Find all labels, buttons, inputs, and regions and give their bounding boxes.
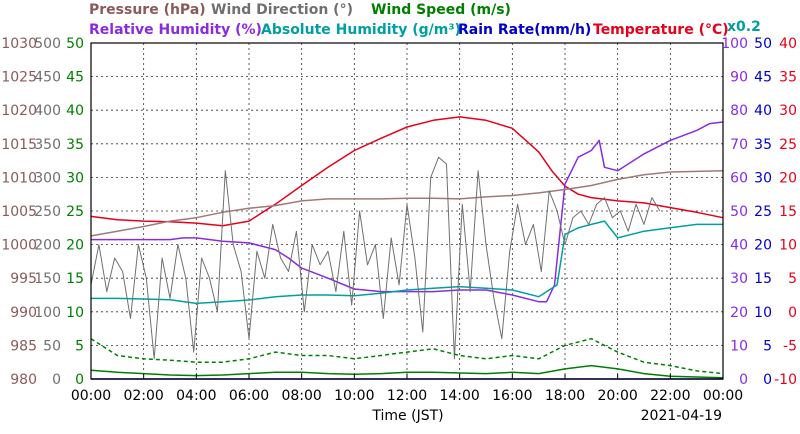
x-tick-label: 10:00: [334, 388, 374, 404]
y-tick-label-temperature: 5: [788, 271, 797, 287]
y-tick-label-wind-speed: 50: [66, 36, 84, 52]
y-tick-label-pressure: 980: [10, 372, 37, 388]
y-tick-label-relative-humidity: 30: [730, 271, 748, 287]
x-tick-label: 20:00: [597, 388, 637, 404]
title-relative-humidity: Relative Humidity (%): [89, 22, 262, 38]
y-tick-label-temperature: 35: [779, 70, 797, 86]
y-tick-label-pressure: 995: [10, 271, 37, 287]
y-tick-label-relative-humidity: 20: [730, 305, 748, 321]
y-tick-label-relative-humidity: 100: [721, 36, 748, 52]
series-relative-humidity: [91, 121, 724, 303]
abs-humidity-scale-note: x0.2: [727, 19, 761, 35]
y-tick-label-relative-humidity: 0: [739, 372, 748, 388]
y-tick-label-relative-humidity: 40: [730, 238, 748, 254]
x-tick-label: 08:00: [281, 388, 321, 404]
x-tick-label: 16:00: [492, 388, 532, 404]
y-tick-label-wind-speed: 40: [66, 103, 84, 119]
x-tick-label: 18:00: [545, 388, 585, 404]
y-tick-label-wind-speed: 35: [66, 137, 84, 153]
y-tick-label-temperature: 20: [779, 170, 797, 186]
y-tick-label-temperature: 10: [779, 238, 797, 254]
x-axis-label: Time (JST): [371, 408, 443, 424]
series-absolute-humidity: [91, 220, 723, 305]
y-tick-label-wind-speed: 15: [66, 271, 84, 287]
x-tick-label: 00:00: [703, 388, 743, 404]
y-tick-label-wind-direction: 200: [34, 238, 61, 254]
y-tick-label-wind-speed: 20: [66, 238, 84, 254]
y-tick-label-wind-speed: 0: [75, 372, 84, 388]
title-rain-rate: Rain Rate(mm/h): [458, 22, 591, 38]
x-tick-label: 14:00: [439, 388, 479, 404]
grid: [91, 43, 723, 379]
y-tick-label-wind-direction: 150: [34, 271, 61, 287]
y-tick-label-wind-speed: 25: [66, 204, 84, 220]
y-tick-label-wind-direction: 250: [34, 204, 61, 220]
y-tick-label-wind-direction: 0: [52, 372, 61, 388]
y-tick-label-rain-rate: 15: [754, 271, 772, 287]
title-absolute-humidity: Absolute Humidity (g/m³): [261, 22, 461, 38]
y-tick-label-pressure: 1000: [1, 238, 37, 254]
y-tick-label-wind-speed: 30: [66, 170, 84, 186]
y-tick-label-rain-rate: 45: [754, 70, 772, 86]
y-tick-label-pressure: 985: [10, 338, 37, 354]
y-tick-label-relative-humidity: 60: [730, 170, 748, 186]
y-tick-label-rain-rate: 50: [754, 36, 772, 52]
y-tick-label-rain-rate: 25: [754, 204, 772, 220]
chart-date: 2021-04-19: [641, 408, 722, 424]
y-tick-label-rain-rate: 30: [754, 170, 772, 186]
y-tick-label-rain-rate: 40: [754, 103, 772, 119]
y-tick-label-wind-direction: 100: [34, 305, 61, 321]
y-tick-label-temperature: -5: [783, 338, 797, 354]
y-tick-label-relative-humidity: 10: [730, 338, 748, 354]
y-tick-label-rain-rate: 10: [754, 305, 772, 321]
y-tick-label-temperature: 25: [779, 137, 797, 153]
title-wind-direction: Wind Direction (°): [211, 2, 353, 18]
y-tick-label-wind-direction: 50: [43, 338, 61, 354]
y-tick-label-wind-speed: 10: [66, 305, 84, 321]
y-tick-label-temperature: 0: [788, 305, 797, 321]
x-tick-label: 00:00: [71, 388, 111, 404]
x-tick-label: 02:00: [123, 388, 163, 404]
title-pressure: Pressure (hPa): [89, 2, 206, 18]
y-tick-label-temperature: 40: [779, 36, 797, 52]
x-tick-label: 12:00: [387, 388, 427, 404]
y-tick-label-rain-rate: 35: [754, 137, 772, 153]
tick-labels: 00:00 02:00 04:00 06:00 08:00 10:00 12:00 14:00…: [1, 36, 797, 404]
y-tick-label-wind-direction: 500: [34, 36, 61, 52]
y-tick-label-wind-speed: 45: [66, 70, 84, 86]
y-tick-label-relative-humidity: 80: [730, 103, 748, 119]
series-wind-speed-gust: [90, 337, 724, 375]
y-tick-label-pressure: 1015: [1, 137, 37, 153]
y-tick-label-pressure: 1030: [1, 36, 37, 52]
y-tick-label-relative-humidity: 50: [730, 204, 748, 220]
y-tick-label-wind-direction: 350: [34, 137, 61, 153]
y-tick-label-pressure: 1020: [1, 103, 37, 119]
y-tick-label-rain-rate: 20: [754, 238, 772, 254]
y-tick-label-wind-speed: 5: [75, 338, 84, 354]
series-wind-direction: [90, 156, 661, 360]
y-tick-label-temperature: 30: [779, 103, 797, 119]
y-tick-label-relative-humidity: 70: [730, 137, 748, 153]
y-tick-label-temperature: -10: [774, 372, 797, 388]
title-wind-speed: Wind Speed (m/s): [371, 2, 511, 18]
y-tick-label-temperature: 15: [779, 204, 797, 220]
y-tick-label-pressure: 1005: [1, 204, 37, 220]
y-tick-label-pressure: 1025: [1, 70, 37, 86]
y-tick-label-wind-direction: 450: [34, 70, 61, 86]
y-tick-label-wind-direction: 400: [34, 103, 61, 119]
y-tick-label-relative-humidity: 90: [730, 70, 748, 86]
y-tick-label-pressure: 990: [10, 305, 37, 321]
title-temperature: Temperature (°C): [593, 22, 729, 38]
x-tick-label: 22:00: [650, 388, 690, 404]
x-tick-label: 06:00: [229, 388, 269, 404]
y-tick-label-rain-rate: 0: [763, 372, 772, 388]
x-tick-label: 04:00: [176, 388, 216, 404]
series-pressure: [90, 169, 724, 237]
series-temperature: [90, 116, 724, 227]
y-tick-label-wind-direction: 300: [34, 170, 61, 186]
y-tick-label-rain-rate: 5: [763, 338, 772, 354]
y-tick-label-pressure: 1010: [1, 170, 37, 186]
